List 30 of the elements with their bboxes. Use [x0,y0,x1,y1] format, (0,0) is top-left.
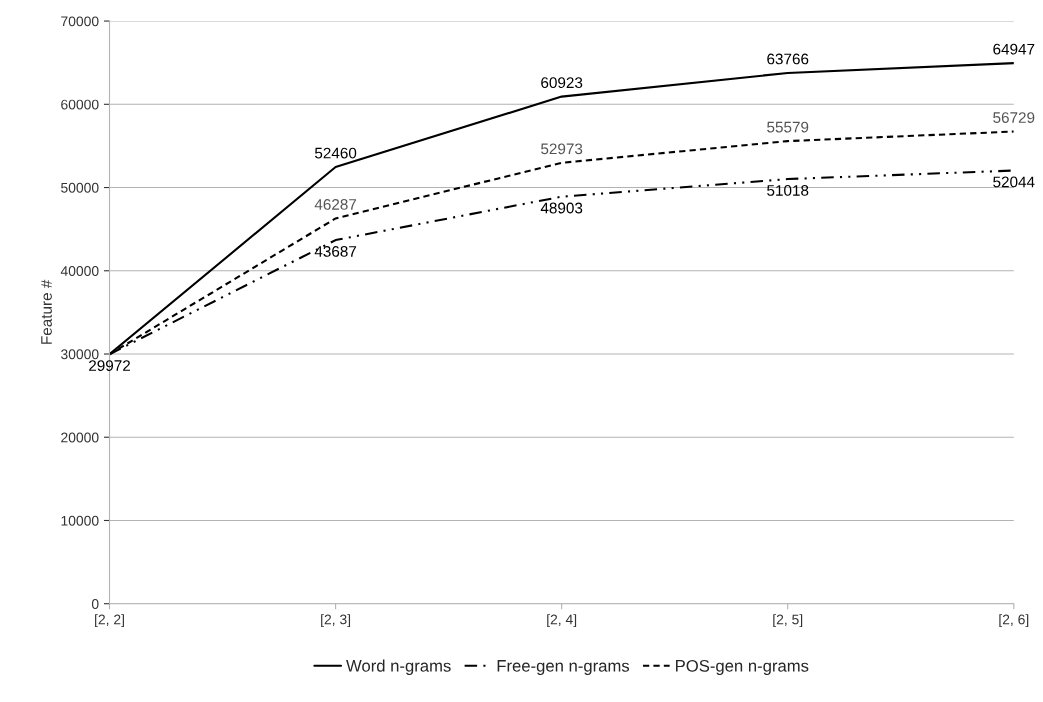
x-tick-label: [2, 2] [95,614,124,628]
data-label: 56729 [993,112,1035,123]
data-label: 52044 [993,176,1035,188]
legend-label: Word n-grams [346,659,451,676]
x-tick-label: [2, 4] [547,614,577,628]
y-tick-label: 20000 [61,432,99,443]
y-tick-label: 40000 [60,266,99,276]
y-tick-label: 10000 [61,515,99,526]
y-tick-label: 50000 [61,182,99,193]
y-tick-label: 0 [91,599,99,609]
data-label: 52460 [314,147,357,159]
data-label: 55579 [767,121,809,133]
data-label: 51018 [767,185,809,196]
data-label: 43687 [314,246,357,257]
x-tick-label: [2, 3] [321,614,351,628]
data-label: 46287 [314,199,357,210]
legend-label: Free-gen n-grams [497,660,630,676]
y-axis-title: Feature # [41,279,52,344]
data-label: 60923 [541,77,583,89]
data-label: 64947 [993,43,1035,55]
y-tick-label: 30000 [61,349,99,360]
y-tick-label: 60000 [61,99,99,110]
data-label: 29972 [89,360,130,372]
data-label: 52973 [541,143,583,155]
x-tick-label: [2, 5] [773,614,803,628]
data-label: 48903 [540,202,583,214]
x-tick-label: [2, 6] [999,614,1029,628]
legend-label: POS-gen n-grams [676,659,809,676]
data-label: 63766 [767,53,809,65]
y-tick-label: 70000 [61,16,99,27]
